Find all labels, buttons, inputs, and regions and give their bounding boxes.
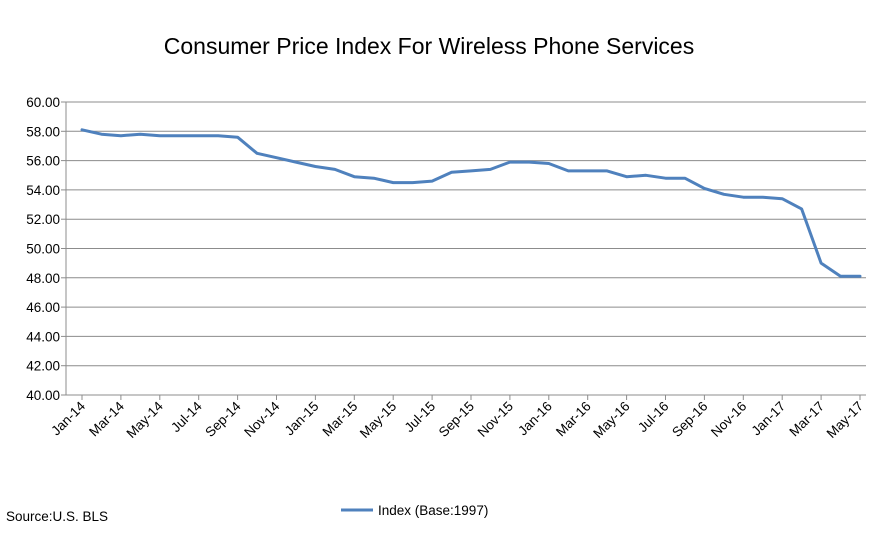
x-tick-label: Sep-14 — [202, 398, 244, 440]
x-tick-label: Jan-17 — [749, 399, 789, 439]
series-layer — [80, 128, 862, 278]
y-tick-label: 40.00 — [26, 388, 60, 403]
x-tick-label: Sep-16 — [669, 399, 710, 440]
x-tick-label: Jan-16 — [515, 399, 555, 439]
x-tick-label: Sep-15 — [436, 399, 477, 440]
y-tick-label: 42.00 — [26, 359, 60, 374]
x-tick-label: May-14 — [123, 398, 166, 441]
y-tick-label: 52.00 — [26, 212, 60, 227]
x-tick-label: Jul-15 — [402, 399, 439, 436]
y-tick-label: 48.00 — [26, 271, 60, 286]
y-tick-label: 56.00 — [26, 154, 60, 169]
x-tick-label: Nov-16 — [708, 399, 749, 440]
x-tick-label: Mar-15 — [320, 399, 361, 440]
y-tick-label: 50.00 — [26, 242, 60, 257]
legend: Index (Base:1997) — [341, 503, 488, 518]
x-tick-label: Nov-14 — [241, 398, 283, 440]
source-note: Source:U.S. BLS — [6, 509, 108, 524]
grid-lines — [61, 101, 866, 396]
chart-title: Consumer Price Index For Wireless Phone … — [164, 33, 694, 59]
x-tick-label: May-17 — [824, 399, 866, 441]
y-tick-label: 60.00 — [26, 95, 60, 110]
y-tick-label: 46.00 — [26, 300, 60, 315]
series-line — [80, 128, 862, 278]
y-axis-tick-labels: 40.00 42.00 44.00 46.00 48.00 50.00 52.00 54.00… — [26, 95, 60, 403]
x-tick-label: May-15 — [357, 399, 399, 441]
x-tick-label: Jan-15 — [282, 399, 322, 439]
x-tick-label: Nov-15 — [475, 399, 516, 440]
y-tick-label: 54.00 — [26, 183, 60, 198]
axes — [65, 102, 866, 400]
y-tick-label: 44.00 — [26, 329, 60, 344]
x-tick-label: Mar-16 — [553, 399, 594, 440]
x-tick-label: Jan-14 — [48, 398, 88, 438]
y-tick-label: 58.00 — [26, 124, 60, 139]
x-tick-label: Jul-14 — [168, 398, 205, 435]
x-tick-label: Mar-14 — [86, 398, 127, 439]
x-tick-label: Mar-17 — [786, 399, 827, 440]
x-tick-label: May-16 — [590, 399, 632, 441]
x-tick-label: Jul-16 — [635, 399, 672, 436]
legend-label: Index (Base:1997) — [378, 503, 488, 518]
